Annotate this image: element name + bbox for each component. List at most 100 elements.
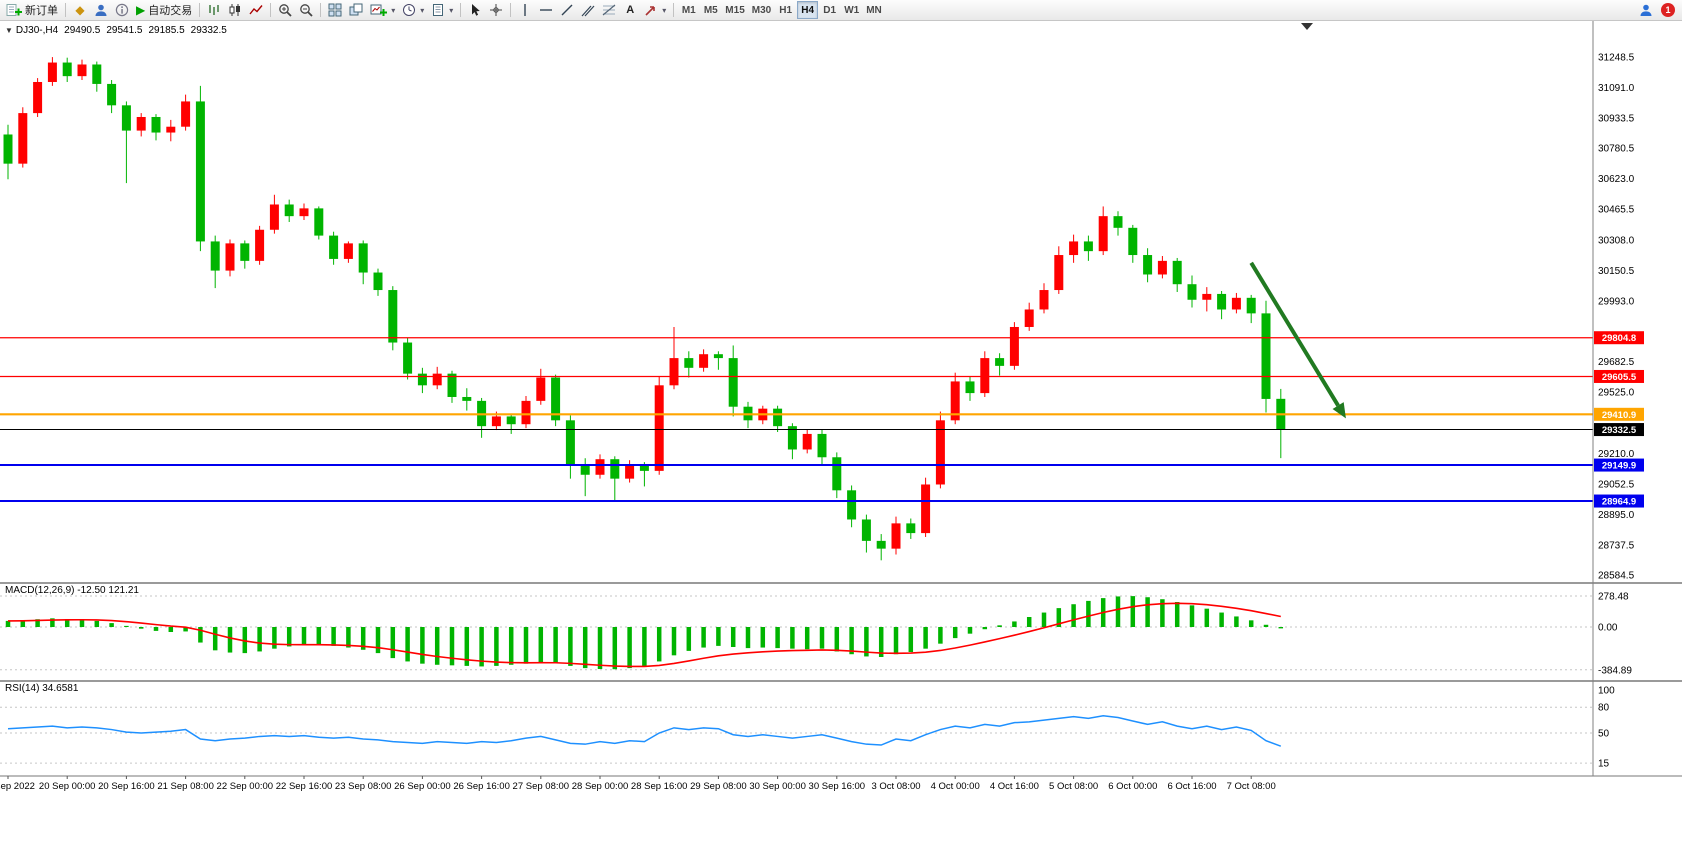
timeframe-h4-button[interactable]: H4 bbox=[797, 1, 819, 19]
candle-body bbox=[1172, 260, 1182, 285]
shapes-tool-button[interactable]: ▾ bbox=[641, 1, 669, 19]
time-axis-label: 27 Sep 08:00 bbox=[513, 781, 570, 792]
timeframe-h1-button[interactable]: H1 bbox=[775, 1, 796, 19]
price-tick-label: 29993.0 bbox=[1598, 297, 1635, 308]
candle-body bbox=[906, 523, 916, 534]
price-tag[interactable] bbox=[1594, 458, 1644, 472]
trendline-tool-button[interactable] bbox=[557, 1, 577, 19]
timeframe-m15-button[interactable]: M15 bbox=[722, 1, 747, 19]
candle-body bbox=[817, 433, 827, 458]
panel-separator[interactable] bbox=[0, 582, 1682, 584]
price-tag-label: 28964.9 bbox=[1602, 497, 1636, 508]
price-tag[interactable] bbox=[1594, 331, 1644, 345]
toolbar-separator bbox=[199, 3, 201, 17]
rsi-scale-label: 100 bbox=[1598, 686, 1615, 697]
bar-chart-button[interactable] bbox=[204, 1, 224, 19]
info-button[interactable] bbox=[112, 1, 132, 19]
candle-body bbox=[92, 64, 102, 84]
candlestick-chart-button[interactable] bbox=[225, 1, 245, 19]
fibonacci-tool-button[interactable] bbox=[599, 1, 619, 19]
price-axis[interactable]: 31248.5 31091.0 30933.5 30780.5 30623.0 30465… bbox=[1598, 53, 1635, 582]
open-value: 29490.5 bbox=[64, 25, 101, 36]
candle-body bbox=[417, 373, 427, 386]
toolbar-separator bbox=[673, 3, 675, 17]
chart-shift-marker[interactable] bbox=[1301, 23, 1313, 30]
time-axis-label: 26 Sep 00:00 bbox=[394, 781, 451, 792]
time-axis-label: 26 Sep 16:00 bbox=[453, 781, 510, 792]
channel-icon bbox=[581, 5, 595, 17]
trend-arrow-annotation[interactable] bbox=[1249, 261, 1346, 419]
candle-body bbox=[314, 208, 324, 236]
candle-body bbox=[1098, 216, 1108, 252]
crosshair-button[interactable] bbox=[486, 1, 506, 19]
fibonacci-icon bbox=[602, 4, 616, 16]
toolbar-separator bbox=[460, 3, 462, 17]
cursor-button[interactable] bbox=[465, 1, 485, 19]
price-tag[interactable] bbox=[1594, 369, 1644, 383]
new-order-label: 新订单 bbox=[25, 5, 58, 17]
macd-layer: 278.48 0.00 -384.89 bbox=[5, 592, 1632, 676]
time-axis-label: 19 Sep 2022 bbox=[0, 781, 35, 792]
candle-body bbox=[1157, 260, 1167, 275]
community-button[interactable] bbox=[1636, 1, 1656, 19]
candle-body bbox=[181, 101, 191, 127]
bar-chart-icon bbox=[209, 5, 219, 15]
price-tick-label: 28895.0 bbox=[1598, 510, 1635, 521]
horizontal-line-tool-button[interactable] bbox=[536, 1, 556, 19]
price-tick-label: 30933.5 bbox=[1598, 114, 1635, 125]
candle-body bbox=[166, 126, 176, 133]
horizontal-line-icon bbox=[540, 9, 553, 11]
time-axis-label: 30 Sep 00:00 bbox=[749, 781, 806, 792]
zoom-out-button[interactable] bbox=[296, 1, 316, 19]
candle-body bbox=[462, 396, 472, 401]
notification-badge[interactable]: 1 bbox=[1661, 3, 1675, 17]
candle-body bbox=[506, 416, 516, 425]
new-order-button[interactable]: 新订单 bbox=[3, 1, 61, 19]
symbols-button[interactable]: ◆ bbox=[70, 1, 90, 19]
candle-body bbox=[255, 229, 265, 261]
candle-body bbox=[3, 134, 13, 164]
timeframe-m5-button[interactable]: M5 bbox=[700, 1, 721, 19]
price-tags-layer: 29804.8 29605.5 29410.9 29332.5 29149.9 28964… bbox=[1594, 331, 1644, 508]
new-order-icon bbox=[6, 4, 22, 16]
candle-body bbox=[654, 385, 664, 471]
vertical-line-tool-button[interactable] bbox=[515, 1, 535, 19]
time-axis-label: 21 Sep 08:00 bbox=[157, 781, 214, 792]
tile-windows-button[interactable] bbox=[325, 1, 345, 19]
timeframe-m1-button[interactable]: M1 bbox=[678, 1, 699, 19]
rsi-header: RSI(14) 34.6581 bbox=[5, 683, 78, 694]
timeframe-mn-button[interactable]: MN bbox=[863, 1, 885, 19]
cascade-windows-button[interactable] bbox=[346, 1, 366, 19]
timeframe-d1-button[interactable]: D1 bbox=[819, 1, 840, 19]
candle-body bbox=[1024, 309, 1034, 327]
candle-body bbox=[491, 416, 501, 427]
timeframe-m30-button[interactable]: M30 bbox=[749, 1, 774, 19]
channel-tool-button[interactable] bbox=[578, 1, 598, 19]
candle-body bbox=[847, 490, 857, 520]
candle-body bbox=[950, 381, 960, 421]
candle-body bbox=[210, 241, 220, 271]
zoom-in-button[interactable] bbox=[275, 1, 295, 19]
candle-body bbox=[136, 116, 146, 131]
price-tag-label: 29605.5 bbox=[1602, 372, 1637, 383]
accounts-button[interactable] bbox=[91, 1, 111, 19]
candle-body bbox=[1009, 326, 1019, 366]
timeframe-w1-button[interactable]: W1 bbox=[841, 1, 862, 19]
autotrading-button[interactable]: ▶ 自动交易 bbox=[133, 1, 195, 19]
line-chart-button[interactable] bbox=[246, 1, 266, 19]
price-tag[interactable] bbox=[1594, 407, 1644, 421]
macd-scale-label: -384.89 bbox=[1598, 665, 1632, 676]
text-tool-button[interactable]: A bbox=[620, 1, 640, 19]
time-axis-label: 4 Oct 00:00 bbox=[931, 781, 980, 792]
panel-separator[interactable] bbox=[0, 680, 1682, 682]
time-axis-label: 22 Sep 16:00 bbox=[276, 781, 333, 792]
new-chart-button[interactable]: ▾ bbox=[367, 1, 398, 19]
symbol-timeframe-label: DJ30-,H4 bbox=[15, 25, 59, 36]
price-tag[interactable] bbox=[1594, 494, 1644, 508]
period-button[interactable]: ▾ bbox=[399, 1, 427, 19]
price-tag[interactable] bbox=[1594, 423, 1644, 437]
toolbar-separator bbox=[320, 3, 322, 17]
templates-button[interactable]: ▾ bbox=[428, 1, 456, 19]
